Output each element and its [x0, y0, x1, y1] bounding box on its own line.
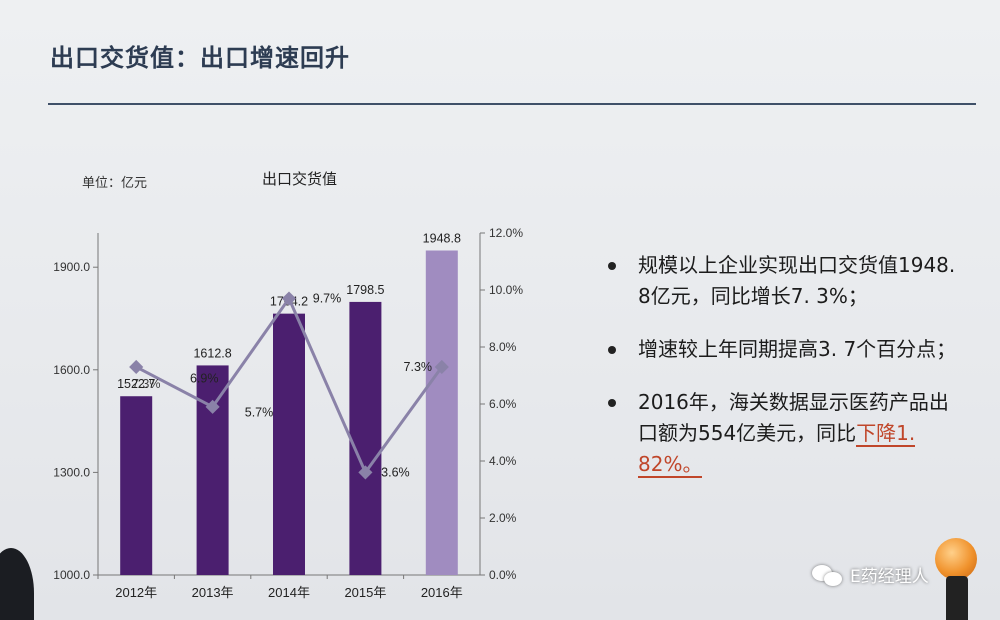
bar-value-label: 1612.8 [193, 346, 231, 360]
bullet-item: 增速较上年同期提高3. 7个百分点； [600, 334, 960, 365]
bullet-dot-icon [608, 346, 616, 354]
growth-value-label: 7.3% [132, 377, 161, 391]
y-tick-label: 1300.0 [53, 465, 90, 479]
title-divider [48, 103, 976, 105]
bullet-highlight: 下降1. 82%。 [638, 421, 916, 478]
slide-title: 出口交货值：出口增速回升 [50, 44, 350, 72]
growth-value-label: 5.7% [245, 406, 274, 420]
unit-label: 单位：亿元 [82, 176, 148, 191]
growth-value-label: 6.9% [190, 371, 219, 385]
bar-2013年 [196, 365, 229, 575]
combo-chart: 1000.0 1300.0 1600.0 1900.0 0.0% 2.0% 4.0% 6.0%… [53, 226, 523, 600]
growth-point [129, 359, 144, 375]
growth-value-label: 9.7% [313, 292, 342, 306]
x-tick-label: 2016年 [421, 585, 463, 600]
growth-point [205, 399, 220, 414]
y2-tick-label: 6.0% [489, 397, 517, 411]
bar-value-label: 1948.8 [423, 232, 461, 246]
bullet-list: 规模以上企业实现出口交货值1948. 8亿元，同比增长7. 3%； 增速较上年同… [600, 250, 960, 502]
bar-value-label: 1798.5 [346, 283, 384, 297]
growth-value-label: 7.3% [404, 360, 433, 374]
y-tick-label: 1600.0 [53, 363, 90, 377]
bullet-dot-icon [608, 262, 616, 270]
y-tick-label: 1900.0 [53, 260, 90, 274]
growth-point [281, 291, 297, 306]
bar-2012年 [120, 396, 153, 575]
bullet-item: 规模以上企业实现出口交货值1948. 8亿元，同比增长7. 3%； [600, 250, 960, 312]
y2-tick-label: 8.0% [489, 340, 517, 354]
bullet-dot-icon [608, 399, 616, 407]
pointer-tip [935, 538, 977, 580]
y2-tick-label: 2.0% [489, 511, 517, 525]
x-tick-label: 2013年 [192, 585, 234, 600]
bullet-text: 增速较上年同期提高3. 7个百分点； [638, 337, 957, 361]
growth-point [434, 359, 449, 375]
y2-tick-label: 12.0% [489, 226, 523, 240]
bullet-text: 2016年，海关数据显示医药产品出口额为554亿美元，同比 [638, 390, 949, 445]
y2-tick-label: 10.0% [489, 283, 523, 297]
bullet-text: 规模以上企业实现出口交货值1948. 8亿元，同比增长7. 3%； [638, 253, 956, 308]
x-tick-label: 2014年 [268, 585, 310, 600]
wechat-icon [812, 563, 842, 587]
x-tick-label: 2015年 [344, 585, 386, 600]
y2-tick-label: 4.0% [489, 454, 517, 468]
bar-2015年 [349, 301, 382, 575]
y2-tick-label: 0.0% [489, 568, 517, 582]
growth-point [358, 465, 373, 480]
chart-heading: 出口交货值 [262, 170, 338, 188]
bullet-item: 2016年，海关数据显示医药产品出口额为554亿美元，同比下降1. 82%。 [600, 387, 960, 480]
watermark: E药经理人 [812, 562, 929, 587]
watermark-text: E药经理人 [850, 567, 929, 587]
x-tick-label: 2012年 [115, 585, 157, 600]
pointer-stem [946, 576, 968, 620]
bar-2014年 [273, 313, 305, 575]
growth-value-label: 3.6% [381, 465, 410, 479]
y-tick-label: 1000.0 [53, 568, 90, 582]
bar-value-label: 1522.7 [117, 377, 155, 391]
bar-2016年 [425, 250, 458, 575]
